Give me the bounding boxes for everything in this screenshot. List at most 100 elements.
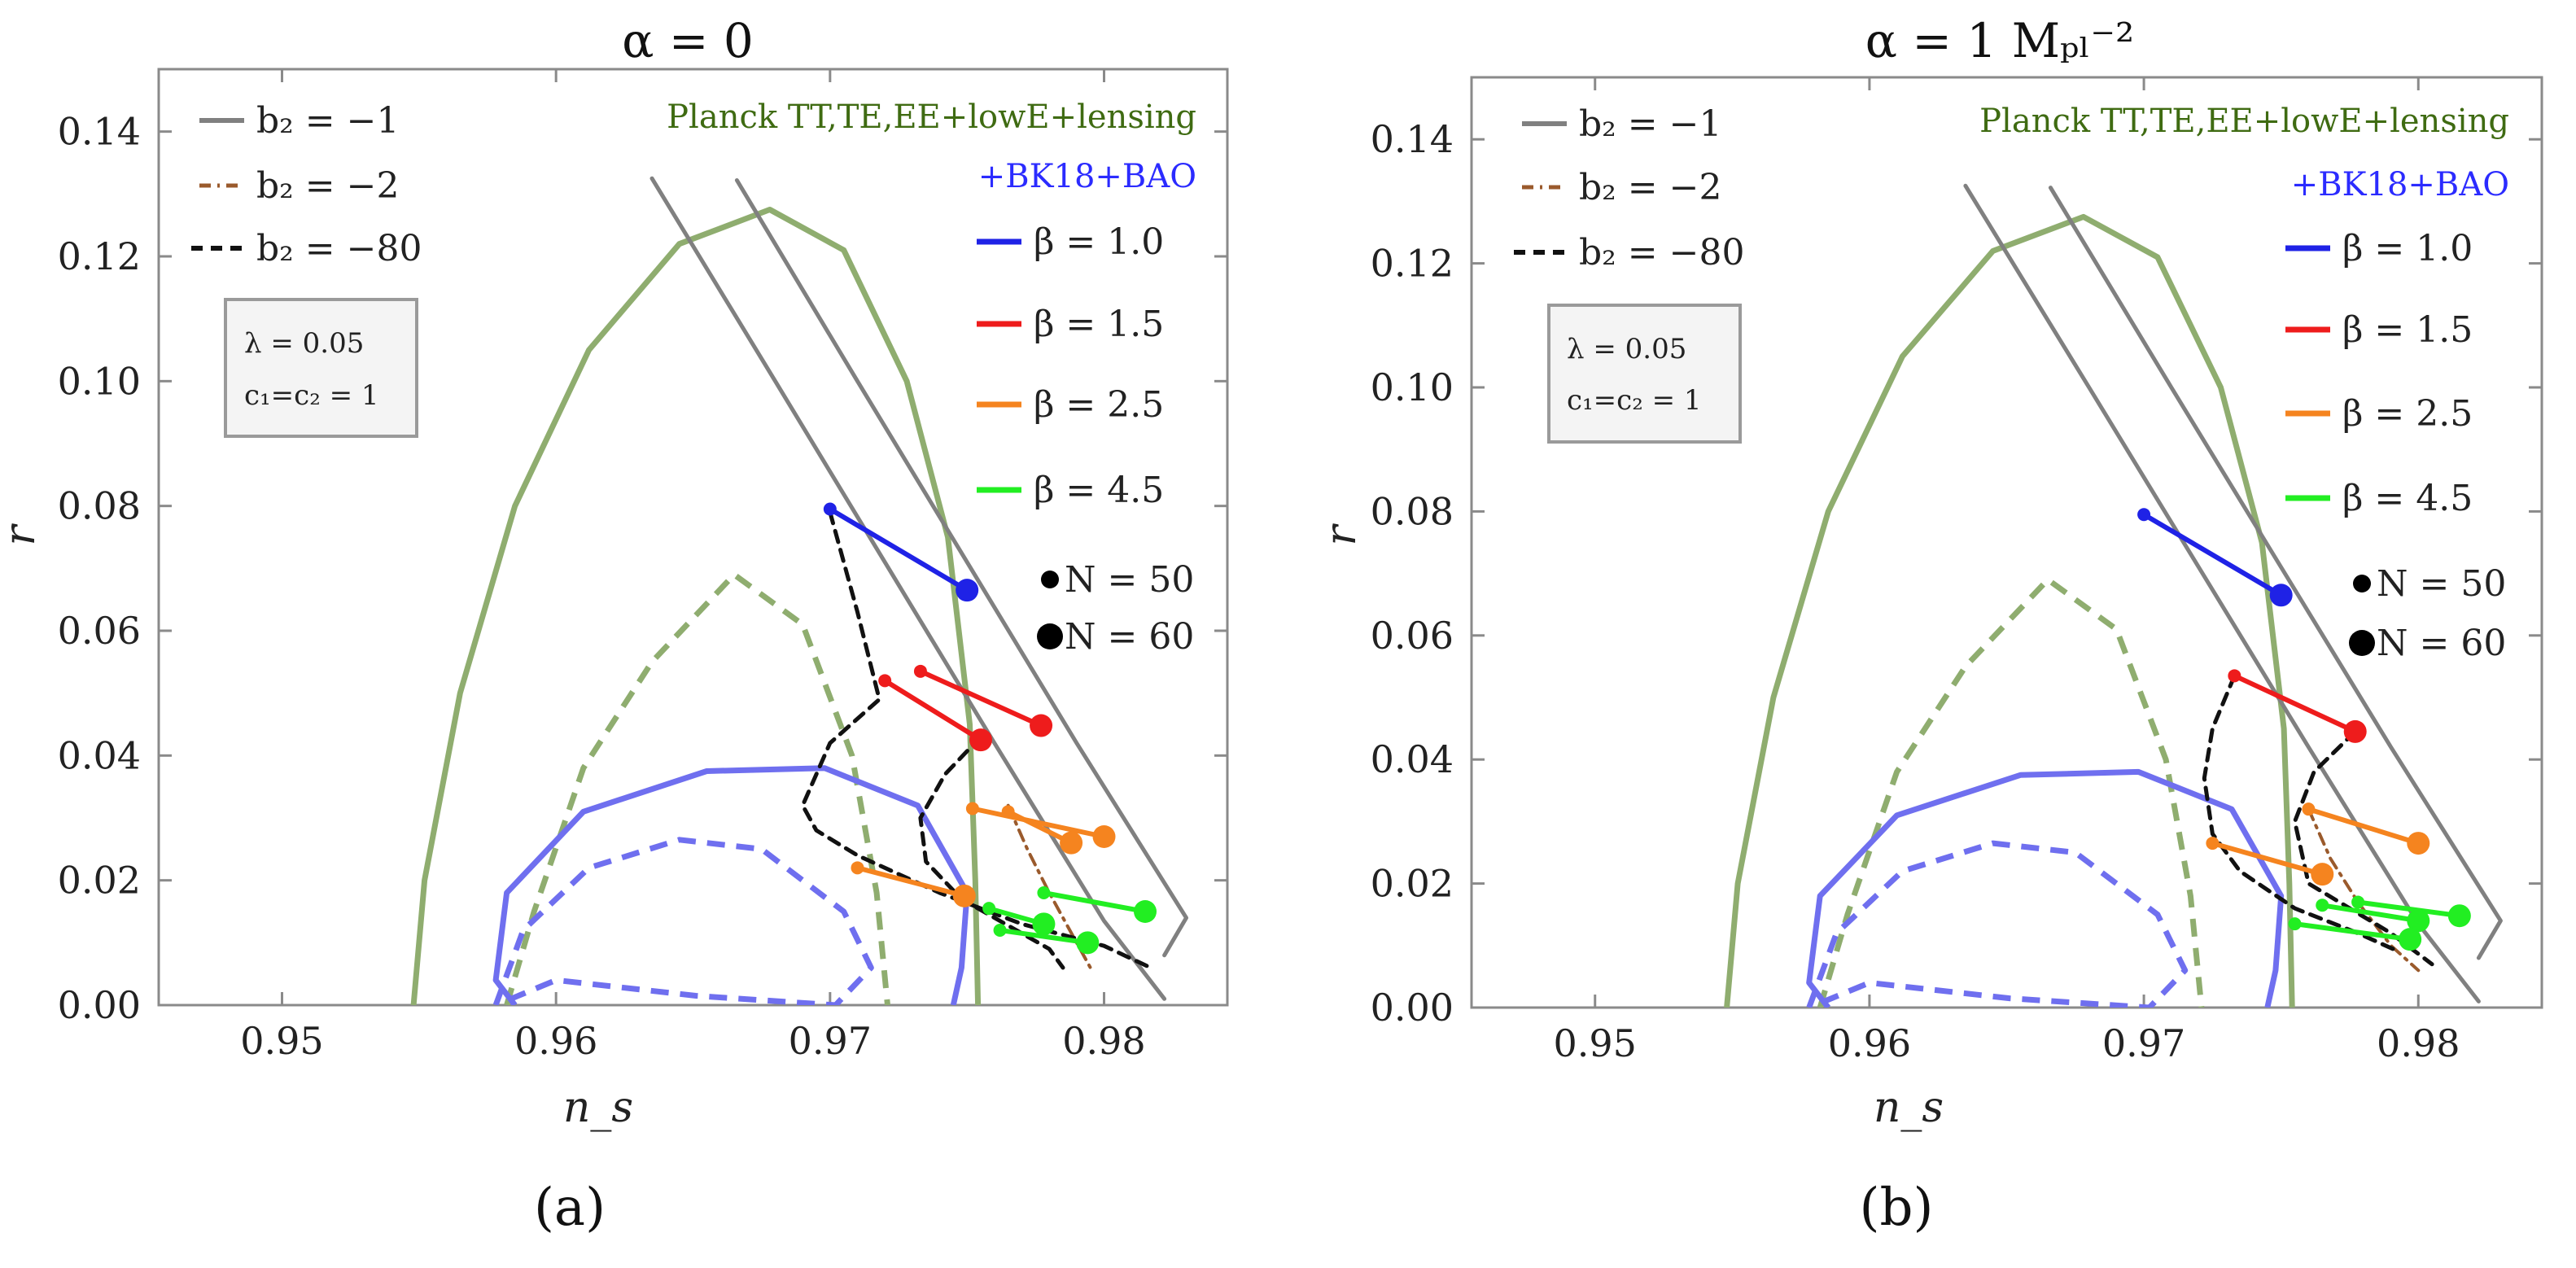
marker-N60-beta_1 — [956, 579, 979, 602]
marker-N50-beta_1 — [823, 502, 837, 516]
series-beta_45 — [2320, 903, 2421, 924]
series-beta_15 — [882, 678, 983, 743]
x-tick-label: 0.97 — [2102, 1021, 2185, 1065]
planck-68-contour — [1817, 576, 2205, 1008]
panel-a-label: (a) — [534, 1178, 606, 1238]
y-tick-label: 0.14 — [58, 110, 141, 154]
y-tick-label: 0.00 — [58, 983, 141, 1027]
y-tick-label: 0.08 — [1371, 489, 1454, 533]
panel-b-title: α = 1 Mₚₗ⁻² — [1865, 13, 2135, 68]
planck-95-contour — [1724, 213, 2295, 1008]
marker-N60-beta_15 — [1030, 714, 1053, 737]
series-b2-80 — [918, 734, 1065, 970]
legend-N50-label: N = 50 — [2377, 563, 2506, 605]
marker-N50-beta_25 — [1001, 805, 1015, 819]
legend-N50-marker — [1041, 571, 1059, 588]
legend-b2-80-label: b₂ = −80 — [256, 228, 422, 269]
series-beta_25 — [2306, 807, 2421, 846]
plot-area-b: 0.95 0.96 0.97 0.98 0.00 0.02 0.04 0.06 0.08 0.10… — [1371, 76, 2543, 1065]
series-beta_25 — [969, 806, 1107, 839]
series-beta_15 — [917, 668, 1044, 728]
marker-N50-beta_45 — [993, 924, 1007, 937]
bk-68-contour — [1806, 840, 2189, 1008]
marker-N60-beta_25 — [1060, 831, 1083, 855]
panel-b-legend-N: N = 50 N = 60 — [2349, 563, 2506, 664]
legend-N60-marker — [2349, 630, 2375, 656]
marker-N60-beta_15 — [969, 728, 992, 752]
series-b2-1 — [734, 178, 1188, 958]
series-beta_25 — [2210, 841, 2325, 877]
series-beta_25 — [855, 865, 967, 899]
param-box-lambda: λ = 0.05 — [244, 327, 364, 360]
legend-planck-label: Planck TT,TE,EE+lowE+lensing — [667, 98, 1196, 136]
panel-b-legend-b2: b₂ = −1 b₂ = −2 b₂ = −80 — [1514, 103, 1745, 273]
marker-N50-beta_15 — [2228, 669, 2241, 683]
x-tick-label: 0.96 — [1828, 1021, 1911, 1065]
y-tick-label: 0.08 — [58, 484, 141, 528]
series-beta_45 — [1041, 890, 1148, 914]
y-tick-label: 0.12 — [1371, 242, 1454, 286]
y-tick-label: 0.02 — [58, 859, 141, 903]
marker-N50-beta_45 — [982, 902, 996, 916]
legend-beta-45-label: β = 4.5 — [1034, 470, 1164, 511]
y-tick-label: 0.12 — [58, 234, 141, 278]
param-box-lambda: λ = 0.05 — [1567, 333, 1686, 365]
legend-bk-label: +BK18+BAO — [2291, 166, 2509, 203]
legend-b2-1-label: b₂ = −1 — [256, 100, 400, 142]
panel-b-legend-data: Planck TT,TE,EE+lowE+lensing +BK18+BAO — [1979, 103, 2509, 203]
panel-b-legend-beta: β = 1.0 β = 1.5 β = 2.5 β = 4.5 — [2285, 228, 2473, 519]
marker-N60-beta_45 — [1032, 912, 1056, 936]
panel-a-legend-b2: b₂ = −1 b₂ = −2 b₂ = −80 — [191, 100, 422, 269]
y-tick-label: 0.14 — [1371, 117, 1454, 161]
panel-a-ylabel: r — [0, 523, 45, 545]
legend-beta-15-label: β = 1.5 — [2342, 309, 2473, 351]
bk-68-contour — [492, 837, 874, 1005]
plot-marks — [410, 176, 1188, 1005]
series-beta_45 — [2292, 921, 2413, 942]
x-tick-label: 0.98 — [2377, 1021, 2460, 1065]
y-tick-label: 0.04 — [58, 733, 141, 777]
legend-N60-label: N = 60 — [2377, 623, 2506, 664]
panel-b-label: (b) — [1860, 1178, 1934, 1238]
series-b2-2 — [2307, 807, 2421, 973]
series-beta_15 — [2232, 673, 2358, 734]
legend-beta-1-label: β = 1.0 — [2342, 228, 2473, 269]
legend-beta-45-label: β = 4.5 — [2342, 478, 2473, 519]
marker-N60-beta_45 — [1076, 931, 1100, 955]
panel-a-title: α = 0 — [622, 13, 754, 68]
plot-marks — [1724, 183, 2503, 1008]
marker-N50-beta_15 — [913, 664, 927, 678]
marker-N50-beta_1 — [2137, 508, 2151, 522]
series-beta_1 — [2141, 512, 2284, 598]
x-tick-label: 0.95 — [1554, 1021, 1637, 1065]
marker-N60-beta_15 — [2343, 719, 2367, 743]
panel-b-ylabel: r — [1317, 523, 1366, 545]
legend-b2-2-label: b₂ = −2 — [256, 165, 400, 207]
marker-N60-beta_25 — [2311, 863, 2334, 886]
legend-N50-marker — [2353, 575, 2371, 592]
legend-beta-15-label: β = 1.5 — [1034, 304, 1164, 345]
y-tick-label: 0.04 — [1371, 737, 1454, 781]
marker-N60-beta_45 — [2407, 909, 2430, 933]
param-box-frame — [224, 298, 418, 438]
marker-N50-beta_15 — [878, 674, 892, 688]
marker-N50-beta_45 — [2351, 895, 2365, 909]
legend-bk-label: +BK18+BAO — [978, 158, 1196, 195]
bk-95-contour — [1806, 768, 2285, 1008]
series-b2-1 — [2048, 186, 2503, 960]
marker-N60-beta_45 — [2399, 928, 2422, 951]
marker-N50-beta_45 — [2316, 899, 2329, 912]
legend-beta-25-label: β = 2.5 — [2342, 393, 2473, 435]
panel-a-legend-beta: β = 1.0 β = 1.5 β = 2.5 β = 4.5 — [977, 221, 1164, 511]
legend-beta-1-label: β = 1.0 — [1034, 221, 1164, 263]
panel-a: 0.95 0.96 0.97 0.98 0.00 0.02 0.04 0.06 0.08 0.10… — [0, 13, 1229, 1238]
marker-N50-beta_25 — [2206, 837, 2220, 850]
panel-b: 0.95 0.96 0.97 0.98 0.00 0.02 0.04 0.06 0.08 0.10… — [1317, 13, 2543, 1238]
legend-N60-label: N = 60 — [1065, 616, 1194, 658]
legend-beta-25-label: β = 2.5 — [1034, 384, 1164, 426]
plot-frame — [1470, 76, 2543, 1009]
series-beta_45 — [997, 928, 1091, 946]
marker-N60-beta_25 — [1092, 825, 1116, 848]
